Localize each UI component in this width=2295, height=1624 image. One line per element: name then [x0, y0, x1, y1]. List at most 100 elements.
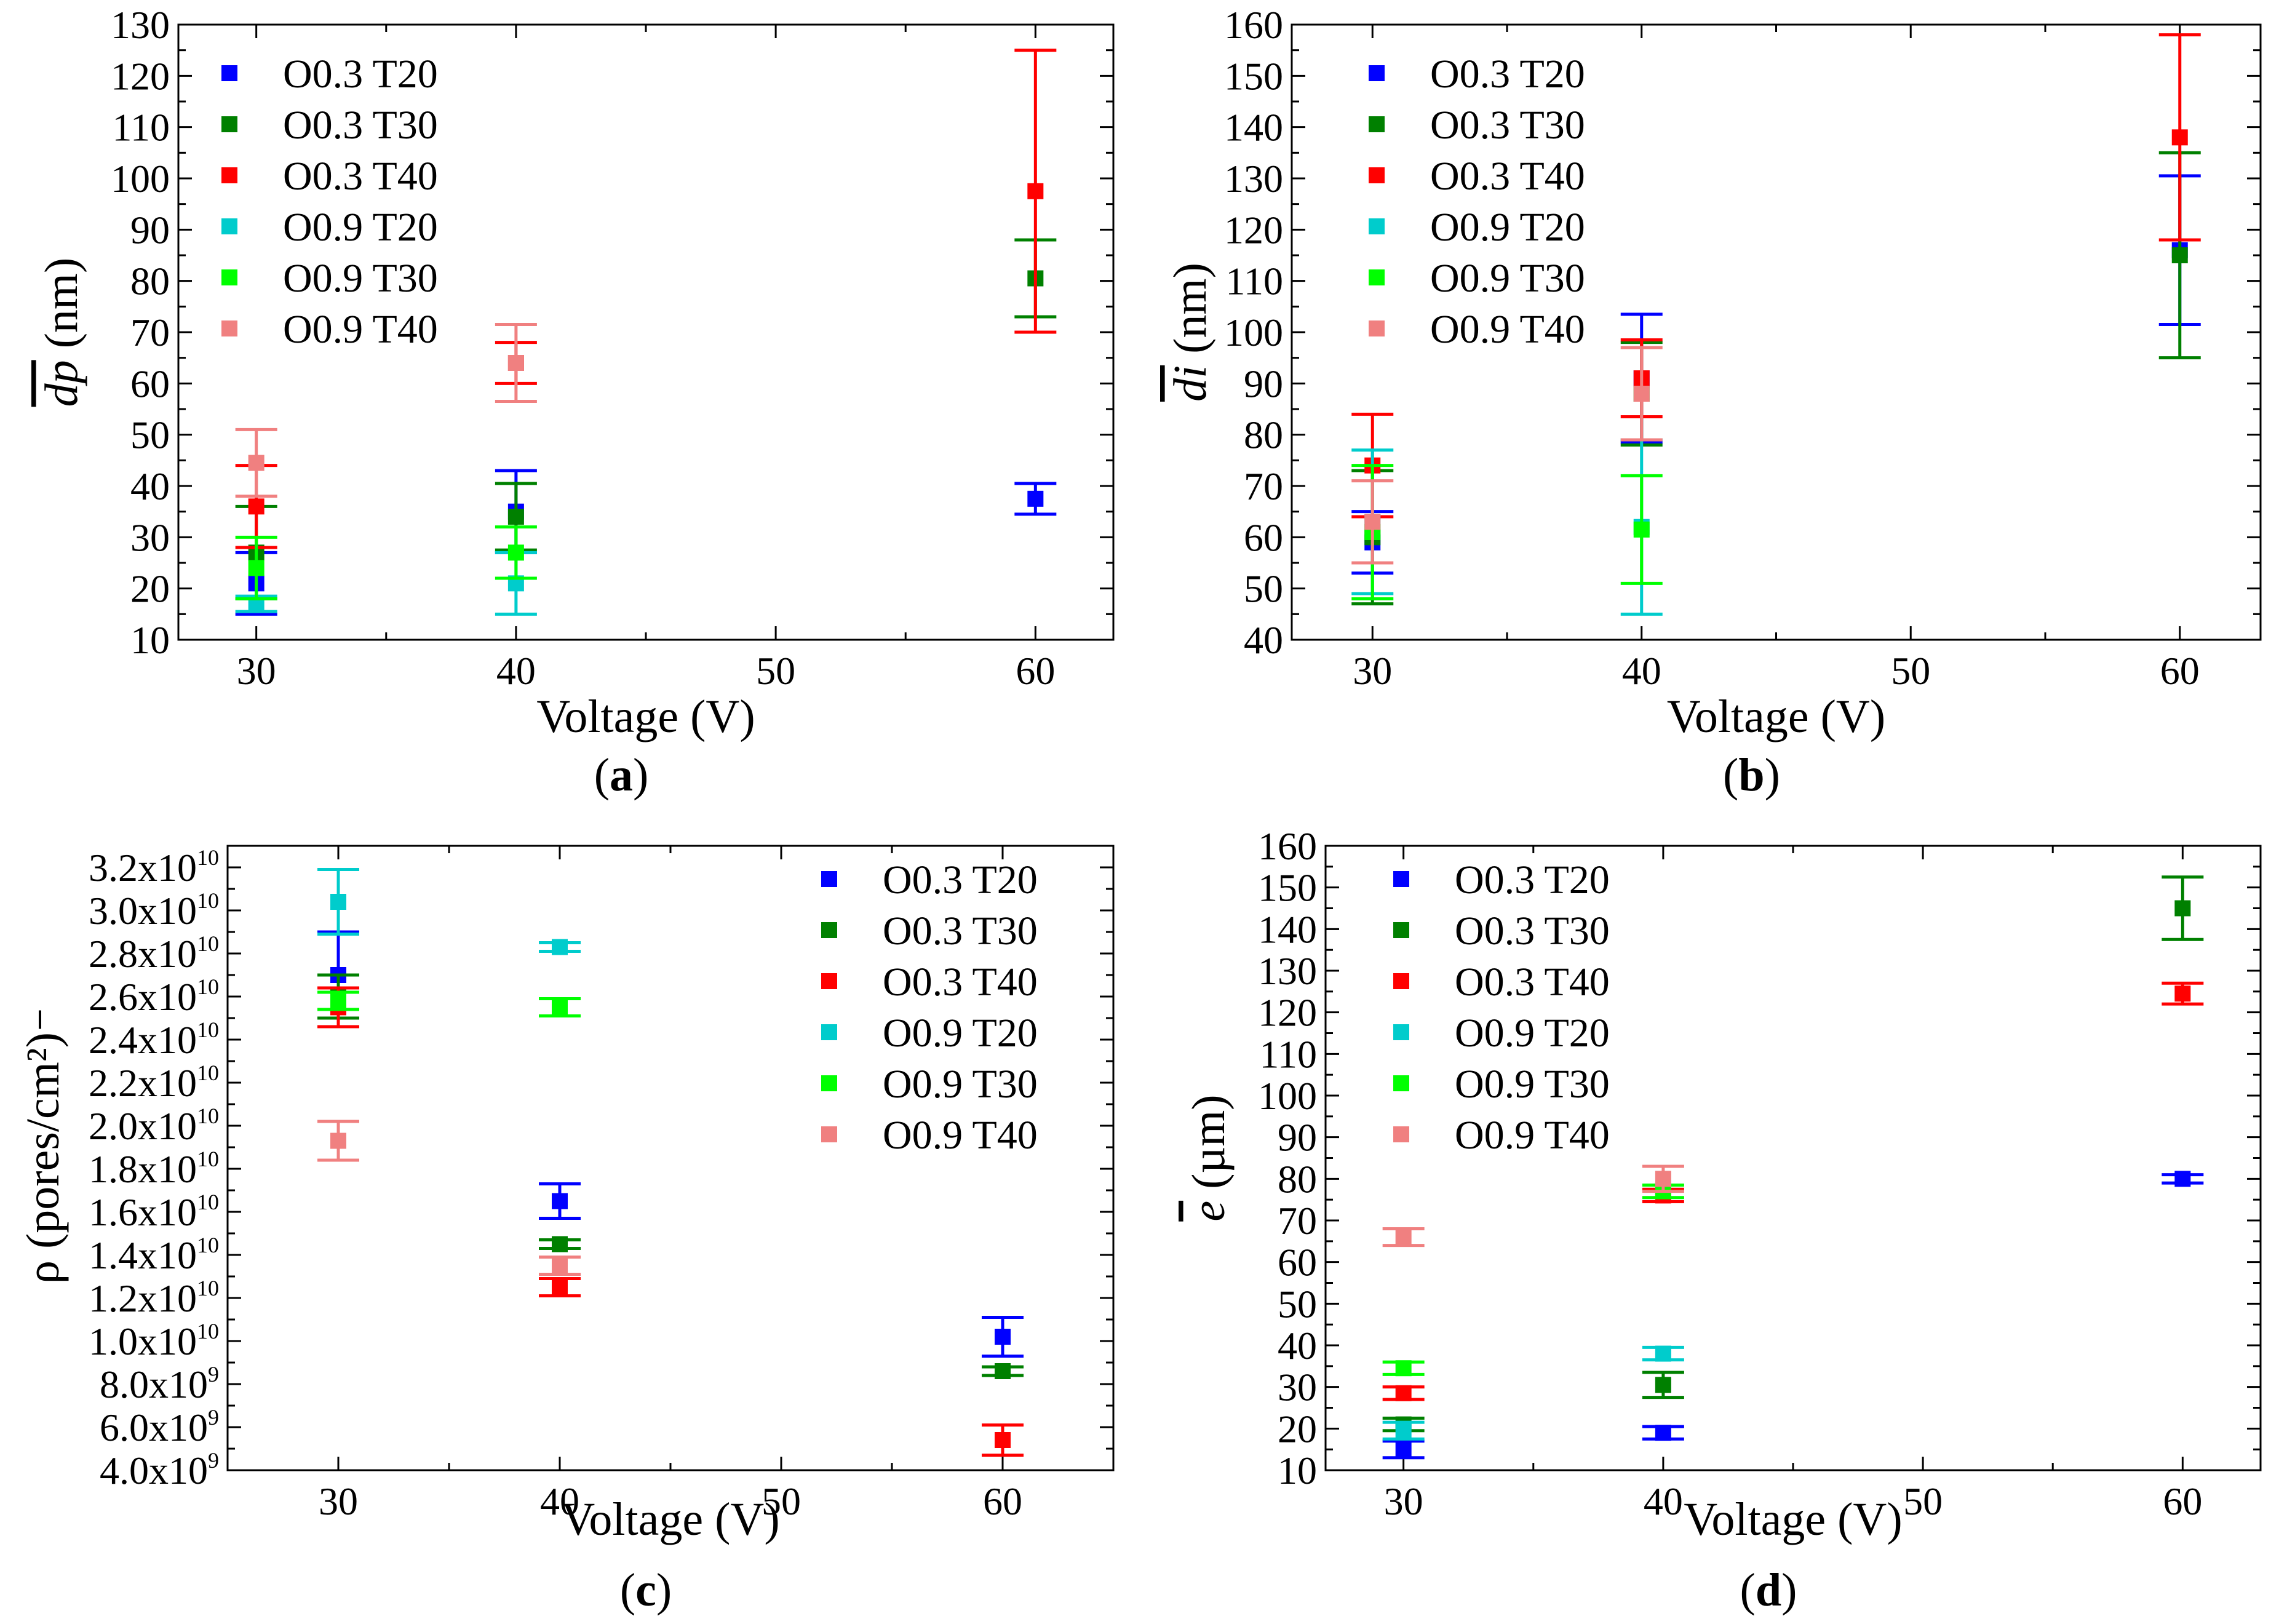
y-tick-label: 130 — [111, 3, 170, 47]
panel-caption: (b) — [1723, 749, 1780, 801]
y-tick-label: 10 — [1278, 1449, 1317, 1492]
legend-label: O0.3 T30 — [883, 909, 1038, 953]
legend-marker — [1393, 922, 1409, 938]
y-tick-label: 60 — [130, 362, 170, 405]
y-tick-label: 40 — [1278, 1324, 1317, 1367]
legend-marker — [1369, 218, 1385, 234]
data-point — [330, 993, 346, 1009]
legend-label: O0.3 T40 — [1455, 960, 1610, 1005]
y-tick-label: 1.2x1010 — [89, 1276, 219, 1320]
legend-marker — [221, 167, 237, 183]
panel-caption: (d) — [1740, 1564, 1797, 1616]
y-axis-title: e (µm) — [1183, 1094, 1235, 1221]
x-tick-label: 60 — [2160, 649, 2200, 693]
y-tick-label: 110 — [1259, 1032, 1317, 1076]
y-axis-title: di (nm) — [1164, 263, 1216, 402]
series-o0-9-t40 — [1351, 346, 1663, 565]
y-tick-label: 4.0x109 — [100, 1448, 219, 1492]
data-point — [1395, 1441, 1412, 1458]
y-tick-label: 100 — [1258, 1074, 1317, 1118]
legend-label: O0.3 T40 — [1430, 154, 1585, 199]
legend-marker — [1369, 116, 1385, 132]
data-point — [248, 455, 265, 471]
y-tick-label: 150 — [1224, 54, 1283, 98]
legend-label: O0.9 T40 — [1455, 1113, 1610, 1158]
y-tick-label: 60 — [1244, 515, 1283, 559]
legend-label: O0.3 T20 — [283, 52, 438, 97]
y-axis-title: dp (nm) — [36, 258, 87, 407]
legend-label: O0.3 T30 — [283, 103, 438, 148]
y-tick-label: 60 — [1278, 1241, 1317, 1284]
series-o0-9-t30 — [317, 990, 581, 1017]
legend-label: O0.9 T20 — [1455, 1011, 1610, 1056]
chart-panel-b: 30 40 50 60 40 50 60 70 80 90 100 110 120 130 140 150 16… — [1147, 0, 2295, 812]
chart-svg: 30 40 50 60 4.0x1096.0x1098.0x1091.0x10101.2… — [17, 845, 1115, 1616]
y-tick-label: 1.8x1010 — [89, 1147, 219, 1191]
x-tick-label: 40 — [1644, 1479, 1683, 1523]
x-tick-label: 60 — [1016, 649, 1055, 693]
legend-marker — [1369, 269, 1385, 285]
data-point — [552, 1257, 568, 1274]
y-tick-label: 2.0x1010 — [89, 1104, 219, 1148]
legend-marker — [821, 1126, 837, 1142]
x-tick-label: 60 — [2163, 1479, 2202, 1523]
data-point — [330, 894, 346, 910]
legend-label: O0.3 T40 — [283, 154, 438, 199]
x-axis-title: Voltage (V) — [1684, 1494, 1902, 1545]
legend-marker — [821, 871, 837, 887]
y-tick-label: 100 — [1224, 311, 1283, 354]
data-point — [1395, 1229, 1412, 1246]
data-point — [1395, 1360, 1412, 1377]
y-tick-label: 2.6x1010 — [89, 974, 219, 1019]
legend-marker — [1369, 167, 1385, 183]
series-o0-9-t30 — [1351, 464, 1663, 600]
legend-label: O0.9 T20 — [283, 205, 438, 250]
y-tick-label: 1.4x1010 — [89, 1233, 219, 1277]
y-tick-label: 1.0x1010 — [89, 1319, 219, 1363]
legend-marker — [821, 922, 837, 938]
legend-marker — [221, 218, 237, 234]
legend-label: O0.3 T20 — [1430, 52, 1585, 97]
x-tick-label: 30 — [237, 649, 276, 693]
series-o0-9-t20 — [1351, 438, 1663, 616]
series-o0-9-t20 — [317, 868, 581, 955]
y-tick-label: 160 — [1258, 824, 1317, 868]
legend-label: O0.3 T40 — [883, 960, 1038, 1005]
series-o0-9-t40 — [317, 1120, 581, 1276]
data-point — [1633, 386, 1650, 402]
panel-caption: (a) — [594, 749, 649, 801]
y-tick-label: 90 — [130, 208, 170, 252]
legend-marker — [1393, 973, 1409, 989]
data-point — [507, 355, 524, 371]
legend-marker — [821, 1024, 837, 1040]
y-tick-label: 150 — [1258, 866, 1317, 910]
y-tick-label: 130 — [1224, 157, 1283, 201]
y-tick-label: 40 — [130, 464, 170, 508]
data-point — [995, 1363, 1011, 1379]
data-point — [552, 999, 568, 1016]
data-point — [552, 1279, 568, 1296]
y-tick-label: 2.2x1010 — [89, 1061, 219, 1105]
chart-svg: 30 40 50 60 10 20 30 40 50 60 70 80 90 100 110 120 130 Vo… — [36, 3, 1115, 801]
chart-panel-a: 30 40 50 60 10 20 30 40 50 60 70 80 90 100 110 120 130 Vo… — [0, 0, 1147, 812]
legend-label: O0.9 T40 — [883, 1113, 1038, 1158]
x-tick-label: 50 — [756, 649, 795, 693]
y-tick-label: 20 — [130, 567, 170, 611]
x-axis-title: Voltage (V) — [536, 691, 755, 742]
legend-label: O0.9 T20 — [883, 1011, 1038, 1056]
legend-marker — [1369, 320, 1385, 336]
x-tick-label: 50 — [1903, 1479, 1943, 1523]
y-tick-label: 80 — [130, 260, 170, 303]
data-point — [1395, 1385, 1412, 1401]
x-tick-label: 40 — [496, 649, 536, 693]
y-tick-label: 130 — [1258, 949, 1317, 993]
legend-label: O0.9 T30 — [283, 256, 438, 301]
legend-label: O0.9 T30 — [1455, 1062, 1610, 1107]
x-tick-label: 30 — [1353, 649, 1392, 693]
data-point — [507, 544, 524, 561]
data-point — [1633, 521, 1650, 538]
y-tick-label: 30 — [1278, 1366, 1317, 1409]
x-tick-label: 50 — [762, 1479, 801, 1523]
legend-marker — [821, 973, 837, 989]
